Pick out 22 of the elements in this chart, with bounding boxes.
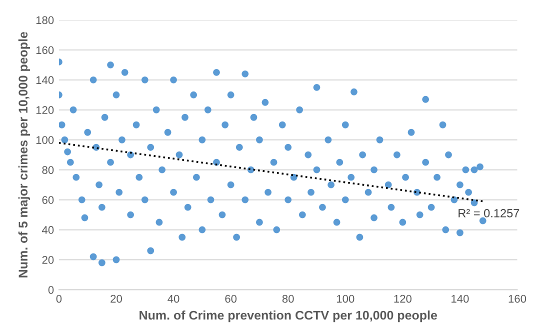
y-axis-title: Num. of 5 major crimes per 10,000 people xyxy=(18,32,30,278)
x-tick-label: 160 xyxy=(508,294,526,303)
x-tick-label: 80 xyxy=(282,294,294,303)
x-tick-label: 20 xyxy=(110,294,122,303)
x-tick-label: 60 xyxy=(225,294,237,303)
annotation: R² = 0.1257 xyxy=(458,208,520,218)
y-tick-label: 60 xyxy=(42,196,54,204)
y-tick-label: 160 xyxy=(36,46,54,54)
y-tick-label: 140 xyxy=(36,76,54,84)
y-tick-label: 180 xyxy=(36,16,54,24)
x-tick-label: 0 xyxy=(56,294,62,303)
x-tick-label: 40 xyxy=(168,294,180,303)
x-tick-label: 140 xyxy=(452,294,469,303)
x-tick-label: 120 xyxy=(394,294,412,303)
x-axis-title: Num. of Crime prevention CCTV per 10,000 people xyxy=(140,310,438,322)
y-tick-label: 0 xyxy=(48,286,54,294)
y-tick-label: 20 xyxy=(42,256,54,264)
y-tick-label: 120 xyxy=(36,106,54,114)
y-tick-label: 40 xyxy=(42,226,54,234)
x-tick-label: 100 xyxy=(336,294,354,303)
y-tick-label: 80 xyxy=(42,166,54,174)
y-tick-label: 100 xyxy=(36,136,54,144)
